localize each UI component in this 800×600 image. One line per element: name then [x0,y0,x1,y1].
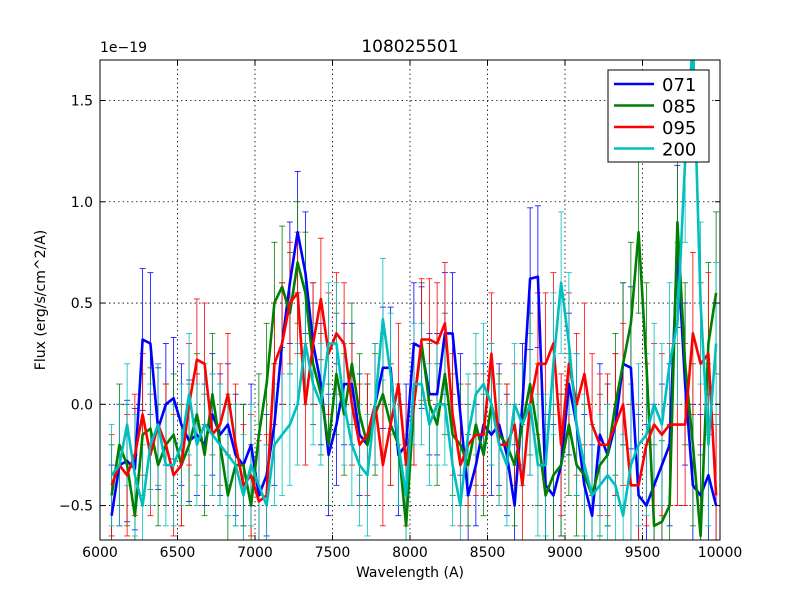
y-tick-label: 1.5 [71,94,93,110]
y-axis-label: Flux (erg/s/cm^2/A) [33,230,49,370]
legend-label-095: 095 [662,118,696,139]
x-tick-label: 9000 [547,545,583,561]
x-tick-label: 7000 [237,545,273,561]
legend-label-071: 071 [662,75,696,96]
y-offset-label: 1e−19 [100,40,147,56]
chart-title: 108025501 [361,37,458,57]
y-tick-label: −0.5 [59,499,93,515]
y-tick-label: 1.0 [71,195,93,211]
x-tick-label: 6500 [160,545,196,561]
legend-box [607,69,710,163]
series-layer [108,60,720,540]
x-axis-label: Wavelength (A) [356,565,464,581]
x-tick-label: 10000 [698,545,743,561]
y-tick-label: 0.5 [71,296,93,312]
legend-label-200: 200 [662,140,696,161]
x-tick-label: 9500 [625,545,661,561]
legend-label-085: 085 [662,97,696,118]
series-line-200 [110,60,718,518]
y-tick-label: 0.0 [71,397,93,413]
x-tick-label: 7500 [315,545,351,561]
x-tick-label: 8500 [470,545,506,561]
x-tick-label: 8000 [392,545,428,561]
x-tick-label: 6000 [82,545,118,561]
axis-ticks: 6000 6500 7000 7500 8000 8500 9000 9500 10000 −0.… [59,60,742,561]
